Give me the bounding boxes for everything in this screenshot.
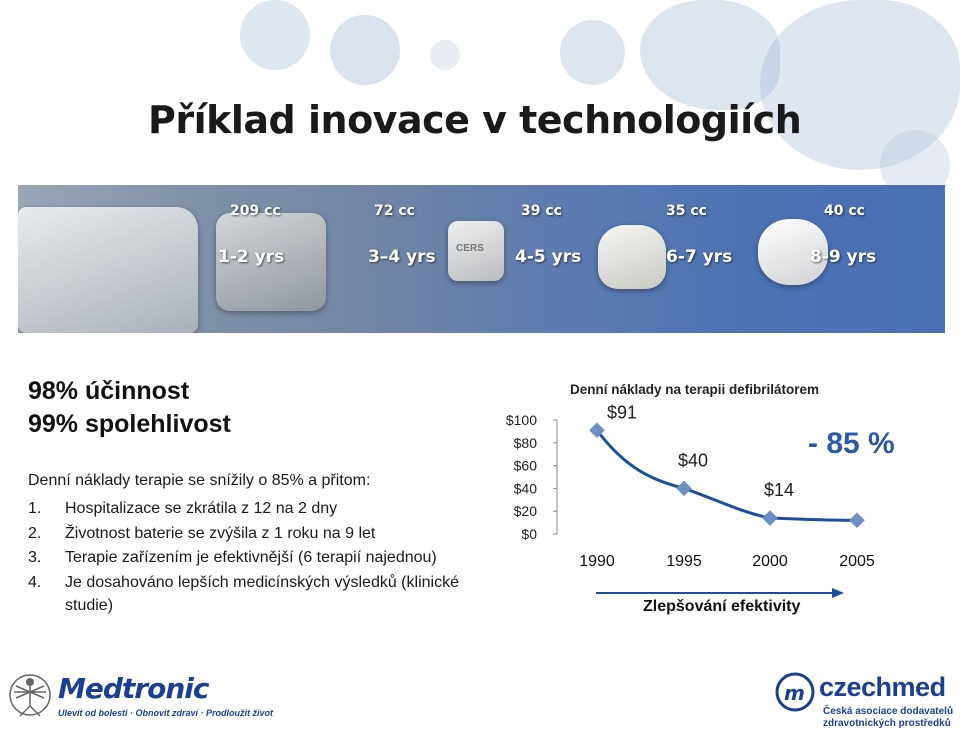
list-item: 3. Terapie zařízením je efektivnější (6 t…	[28, 546, 478, 570]
y-tick-label: $20	[514, 503, 538, 519]
chart-y-axis: $100 $80 $60 $40 $20 $0	[506, 412, 558, 542]
decorative-circle	[760, 0, 960, 170]
medtronic-figure-icon	[9, 674, 51, 717]
device-longevity: 8-9 yrs	[810, 247, 877, 267]
device-longevity: 4-5 yrs	[515, 247, 582, 267]
device-image-3: CERS	[448, 221, 504, 281]
czechmed-name: czechmed	[819, 672, 946, 702]
device-mark: CERS	[456, 243, 484, 254]
list-number: 4.	[28, 573, 42, 591]
svg-text:m: m	[784, 681, 805, 705]
y-tick-label: $80	[514, 435, 538, 451]
slide-title: Příklad inovace v technologiích	[148, 98, 802, 142]
czechmed-subtitle: Česká asociace dodavatelů zdravotnických…	[823, 706, 953, 730]
device-volume: 39 cc	[521, 203, 562, 219]
list-number: 2.	[28, 524, 42, 542]
decorative-circle	[240, 0, 310, 70]
list-text: Je dosahováno lepších medicínských výsle…	[65, 573, 459, 615]
device-volume: 72 cc	[374, 203, 415, 219]
benefits-list: 1. Hospitalizace se zkrátila z 12 na 2 dn…	[28, 497, 478, 619]
x-tick-label: 1990	[579, 553, 615, 570]
data-point	[762, 510, 778, 526]
device-longevity: 6-7 yrs	[666, 247, 733, 267]
list-text: Životnost baterie se zvýšila z 1 roku na…	[65, 524, 376, 542]
chart-title: Denní náklady na terapii defibrilátorem	[570, 382, 820, 397]
data-point	[849, 512, 865, 529]
device-evolution-banner: CERS 209 cc 1-2 yrs 72 cc 3–4 yrs 39 cc …	[18, 185, 945, 333]
series-line	[595, 429, 858, 522]
x-tick-label: 2005	[839, 553, 875, 570]
chart-data-labels: $91$40$14$12	[607, 402, 794, 500]
improvement-label: Zlepšování efektivity	[643, 598, 801, 615]
y-tick-label: $0	[521, 526, 537, 542]
y-tick-label: $100	[506, 412, 537, 428]
device-image-4	[598, 225, 666, 289]
data-label: $91	[607, 402, 637, 422]
list-item: 2. Životnost baterie se zvýšila z 1 roku …	[28, 522, 478, 546]
decorative-circle	[560, 20, 625, 85]
list-item: 4. Je dosahováno lepších medicínských výs…	[28, 571, 478, 618]
cost-line-chart: $100$80$60$40$20$0 $91$40$14$12 19901995…	[506, 402, 895, 570]
device-volume: 40 cc	[824, 203, 865, 219]
medtronic-logo: Medtronic Ulevit od bolesti · Obnovit zd…	[8, 672, 273, 727]
device-image-5	[758, 219, 828, 285]
data-point	[589, 422, 605, 439]
czechmed-subtitle-line2: zdravotnických prostředků	[823, 718, 951, 729]
list-number: 1.	[28, 500, 42, 517]
czechmed-m-icon: m	[775, 672, 815, 712]
intro-text: Denní náklady terapie se snížily o 85% a…	[28, 472, 371, 489]
list-item: 1. Hospitalizace se zkrátila z 12 na 2 dn…	[28, 497, 478, 521]
list-number: 3.	[28, 549, 42, 566]
device-image-2	[216, 213, 326, 311]
data-point	[676, 480, 692, 497]
x-tick-label: 1995	[666, 553, 702, 570]
czechmed-subtitle-line1: Česká asociace dodavatelů	[823, 706, 954, 717]
medtronic-tagline: Ulevit od bolesti · Obnovit zdraví · Pro…	[58, 708, 274, 718]
reliability-stat: 99% spolehlivost	[28, 410, 231, 438]
device-image-1	[18, 207, 198, 333]
efficacy-stat: 98% účinnost	[28, 377, 190, 405]
y-tick-label: $40	[514, 480, 538, 496]
y-tick-label: $60	[514, 458, 538, 474]
device-longevity: 3–4 yrs	[368, 247, 436, 267]
improvement-arrow	[596, 588, 844, 598]
x-tick-label: 2000	[752, 553, 788, 570]
list-text: Hospitalizace se zkrátila z 12 na 2 dny	[65, 500, 338, 517]
chart-annotation: - 85 %	[808, 427, 895, 460]
chart-series	[589, 422, 865, 529]
decorative-circle	[330, 15, 400, 85]
medtronic-name: Medtronic	[58, 672, 209, 705]
list-text: Terapie zařízením je efektivnější (6 ter…	[65, 549, 437, 566]
data-label: $40	[678, 450, 708, 470]
data-label: $14	[764, 480, 794, 500]
device-volume: 209 cc	[230, 203, 281, 219]
decorative-circle	[430, 40, 460, 70]
czechmed-logo: m czechmed Česká asociace dodavatelů zdr…	[775, 668, 955, 738]
decorative-circle	[640, 0, 780, 110]
device-longevity: 1-2 yrs	[218, 247, 285, 267]
chart-x-axis: 1990 1995 2000 2005	[579, 553, 875, 570]
device-volume: 35 cc	[666, 203, 707, 219]
